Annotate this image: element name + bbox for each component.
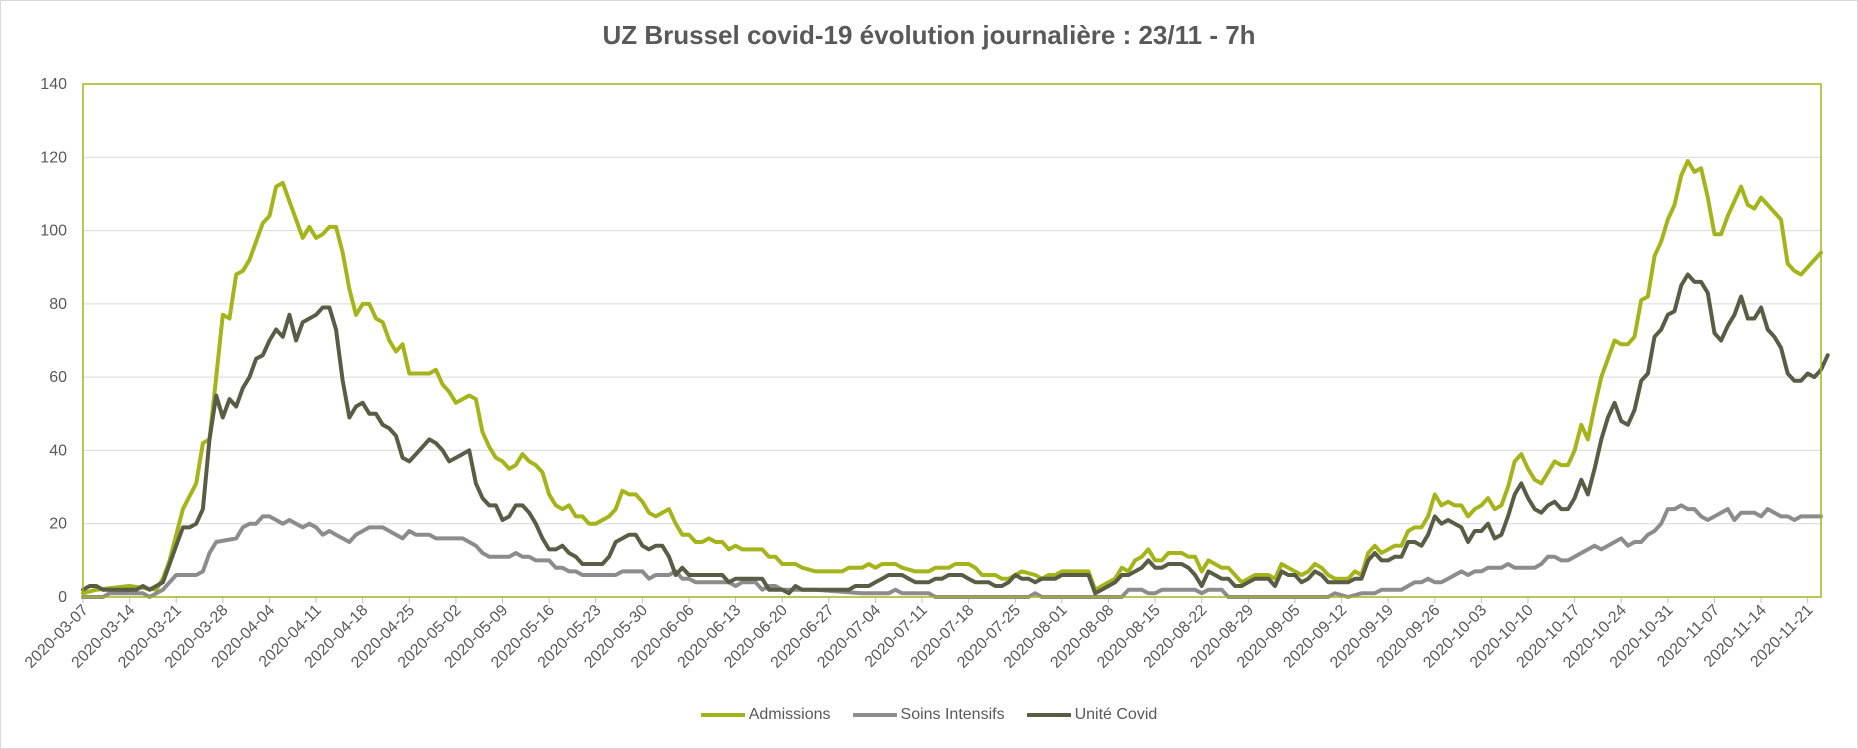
x-axis-ticks: 2020-03-072020-03-142020-03-212020-03-28… <box>22 597 1817 672</box>
legend-label: Soins Intensifs <box>900 706 1005 723</box>
chart-title: UZ Brussel covid-19 évolution journalièr… <box>602 20 1256 50</box>
y-tick-label: 40 <box>49 442 67 459</box>
gridlines <box>83 83 1821 598</box>
series-line-0 <box>81 158 1823 596</box>
legend-swatch <box>700 713 745 717</box>
series-line-2 <box>81 272 1830 596</box>
series-line-1 <box>81 503 1823 599</box>
series-lines <box>81 158 1830 599</box>
legend-label: Admissions <box>748 706 831 723</box>
y-axis-ticks: 0 20 40 60 80 100 120 140 <box>40 76 67 606</box>
legend-item: Unité Covid <box>1026 706 1158 724</box>
y-tick-label: 140 <box>40 76 67 93</box>
y-tick-label: 120 <box>40 149 67 166</box>
y-tick-label: 100 <box>40 223 67 240</box>
legend: Admissions Soins Intensifs Unité Covid <box>0 706 1858 724</box>
y-tick-label: 20 <box>49 516 67 533</box>
y-tick-label: 80 <box>49 296 67 313</box>
plot-area-border <box>82 83 1822 598</box>
y-tick-label: 60 <box>49 369 67 386</box>
legend-item: Admissions <box>700 706 831 724</box>
legend-swatch <box>1026 713 1071 717</box>
y-tick-label: 0 <box>58 589 67 606</box>
legend-label: Unité Covid <box>1074 706 1158 723</box>
legend-item: Soins Intensifs <box>852 706 1005 724</box>
legend-swatch <box>852 713 897 717</box>
